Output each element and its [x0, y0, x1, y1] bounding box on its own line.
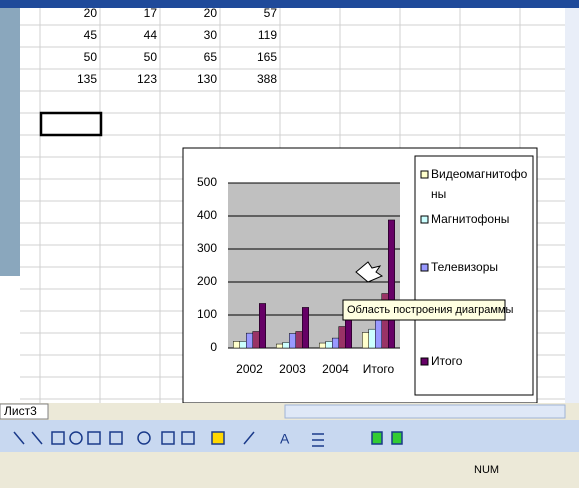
bar	[283, 342, 290, 348]
y-tick-label: 200	[197, 274, 217, 288]
bar	[259, 303, 266, 348]
sheet-tab[interactable]: Лист3	[4, 404, 37, 418]
legend-swatch	[421, 264, 428, 271]
cell: 135	[77, 72, 97, 86]
cell: 119	[258, 28, 277, 42]
bar	[388, 220, 395, 348]
y-tick-label: 500	[197, 175, 217, 189]
legend-label-line: ны	[431, 187, 446, 201]
bar	[233, 341, 240, 348]
cell: 130	[197, 72, 217, 86]
bar	[246, 333, 253, 348]
h-scrollbar[interactable]	[285, 405, 565, 418]
cell: 57	[264, 6, 278, 20]
cell: 20	[84, 6, 98, 20]
x-tick-label: 2002	[236, 362, 263, 376]
cell: 50	[144, 50, 158, 64]
legend-swatch	[421, 216, 428, 223]
bar	[240, 341, 247, 348]
bar	[369, 329, 376, 348]
legend-label: Магнитофоны	[431, 212, 509, 226]
legend-label: Телевизоры	[431, 260, 498, 274]
legend-swatch	[421, 171, 428, 178]
v-scrollbar[interactable]	[565, 8, 579, 403]
y-tick-label: 300	[197, 241, 217, 255]
bar	[296, 332, 303, 349]
bar	[362, 332, 369, 348]
y-tick-label: 0	[210, 340, 217, 354]
y-tick-label: 400	[197, 208, 217, 222]
cell: 17	[144, 6, 158, 20]
cell: 45	[84, 28, 98, 42]
plot-area[interactable]	[228, 183, 400, 348]
legend-label: Итого	[431, 354, 463, 368]
bar	[289, 333, 296, 348]
cell: 123	[137, 72, 157, 86]
status-num: NUM	[474, 464, 499, 476]
cell: 30	[204, 28, 218, 42]
legend-label-line: Видеомагнитофо	[431, 167, 528, 181]
bar	[339, 327, 346, 348]
cell: 44	[144, 28, 158, 42]
x-tick-label: 2004	[322, 362, 349, 376]
x-tick-label: 2003	[279, 362, 306, 376]
legend-swatch	[421, 358, 428, 365]
tooltip: Область построения диаграммы	[347, 304, 513, 316]
screen: 20 17 20 57 45 44 30 119 50 50 65 165 135 123 130 388 0…	[0, 0, 579, 488]
bar	[326, 341, 333, 348]
cell: 50	[84, 50, 98, 64]
drawing-toolbar	[0, 420, 579, 452]
bar	[253, 332, 260, 349]
y-tick-label: 100	[197, 307, 217, 321]
bar	[332, 338, 339, 348]
page: 20 17 20 57 45 44 30 119 50 50 65 165 135 123 130 388 0…	[0, 0, 579, 488]
cell: 165	[257, 50, 277, 64]
cell: 388	[257, 72, 277, 86]
cell: 20	[204, 6, 218, 20]
bar	[302, 307, 309, 348]
background-image	[0, 8, 20, 276]
svg-text:A: A	[280, 431, 290, 447]
cell: 65	[204, 50, 218, 64]
bar	[319, 343, 326, 348]
bar	[276, 344, 283, 348]
x-tick-label: Итого	[363, 362, 395, 376]
